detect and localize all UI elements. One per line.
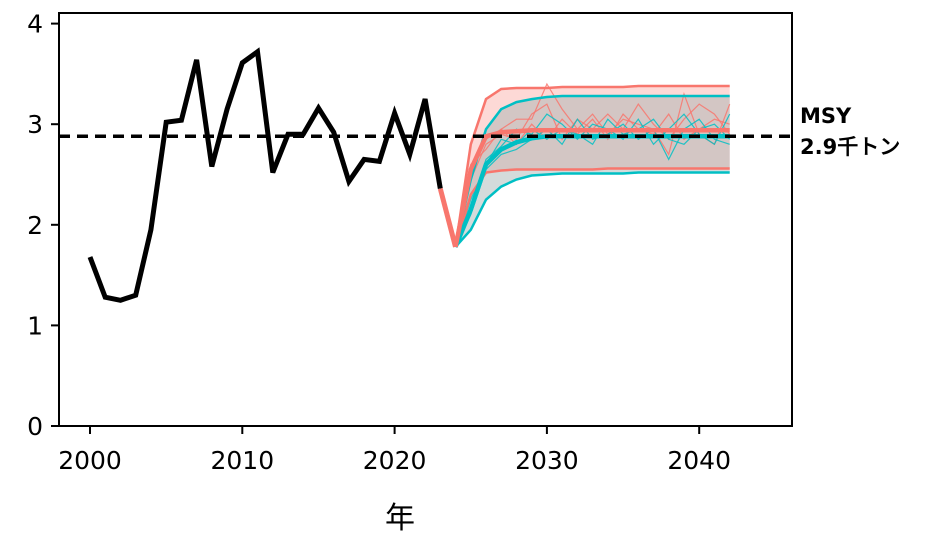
bridge-line	[437, 187, 458, 248]
x-axis-title: 年	[385, 501, 415, 534]
scenario-a-upper-line	[454, 84, 730, 248]
x-tick-label-2040: 2040	[667, 446, 731, 475]
projection-median-lines	[453, 127, 730, 248]
x-tick-label-2020: 2020	[363, 446, 427, 475]
x-tick-label-2030: 2030	[515, 446, 579, 475]
scenario-b-median-line	[453, 134, 730, 248]
scenario-b-upper-line	[454, 94, 730, 248]
projection-bands	[455, 86, 730, 247]
msy-label-line1: MSY	[800, 104, 852, 128]
projection-bound-lines	[454, 84, 730, 248]
y-tick-label-0: 0	[27, 412, 43, 441]
x-tick-label-2000: 2000	[58, 446, 122, 475]
msy-label-line2: 2.9千トン	[800, 135, 900, 159]
y-tick-label-4: 4	[27, 10, 43, 39]
axes	[58, 12, 793, 427]
tick-marks: 2000 2010 2020 2030 2040 0 1 2 3 4	[27, 10, 731, 475]
plot-frame	[58, 12, 793, 427]
scenario-b-sample-line-3	[454, 118, 731, 248]
scenario-a-median-line	[453, 127, 730, 248]
y-tick-label-1: 1	[27, 311, 43, 340]
scenario-a-lower-line	[454, 167, 730, 248]
y-tick-label-3: 3	[27, 110, 43, 139]
scenario-b-sample-line-1	[454, 113, 731, 248]
historical-line	[87, 47, 443, 303]
historical-series	[87, 47, 458, 303]
y-tick-label-2: 2	[27, 211, 43, 240]
scenario-a-sample-line-3	[454, 113, 730, 248]
x-tick-label-2010: 2010	[210, 446, 274, 475]
scenario-b-lower-line	[454, 171, 730, 248]
